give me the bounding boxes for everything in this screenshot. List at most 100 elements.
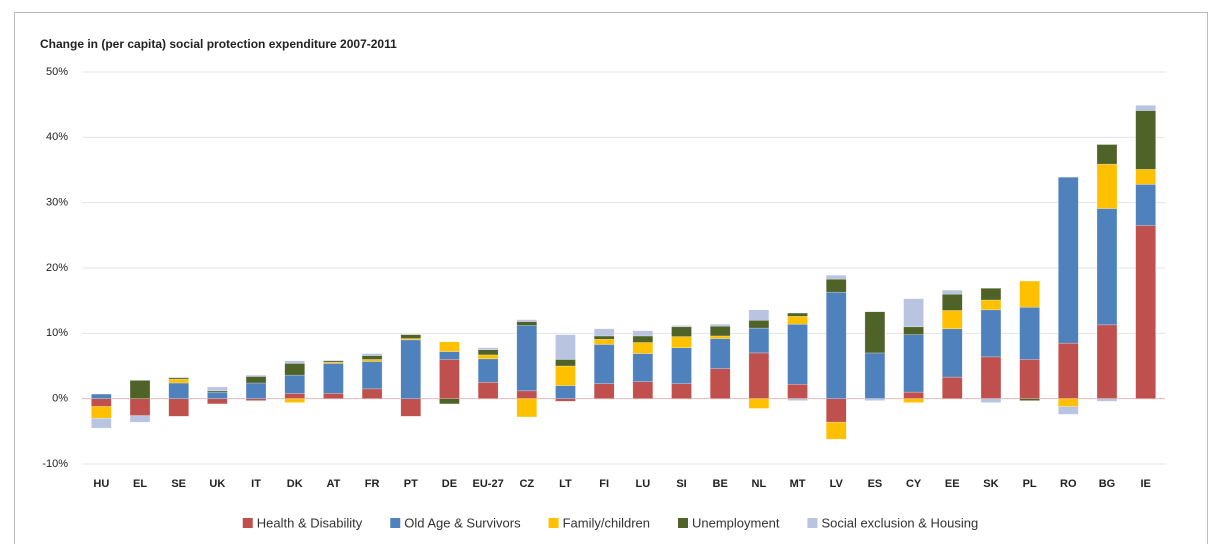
bar-segment: [632, 335, 654, 343]
bar-segment: [516, 321, 538, 326]
x-tick-label: MT: [790, 478, 806, 490]
x-tick-label: EE: [945, 478, 960, 490]
bar-segment: [323, 363, 344, 394]
x-tick-label: LU: [636, 478, 651, 490]
bar-segment: [477, 347, 499, 350]
x-tick-label: NL: [752, 478, 767, 490]
bar-segment: [709, 325, 731, 337]
bar-segment: [1058, 406, 1079, 415]
bar-segment: [323, 359, 344, 362]
bar-segment: [168, 378, 189, 384]
x-tick-label: DE: [442, 478, 457, 490]
bar-segment: [1096, 163, 1118, 209]
bar-segment: [168, 398, 189, 417]
bar-segment: [477, 354, 499, 360]
legend-label: Social exclusion & Housing: [821, 515, 978, 530]
x-tick-label: EU-27: [473, 478, 504, 490]
x-tick-label: UK: [209, 478, 225, 490]
bar-segment: [1135, 110, 1156, 170]
bar-segment: [516, 319, 538, 322]
bar-segment: [245, 376, 267, 384]
bar-segment: [361, 361, 383, 390]
bar-segment: [671, 325, 692, 328]
bar-segment: [284, 360, 305, 364]
bar-segment: [980, 309, 1002, 358]
bar-segment: [632, 342, 654, 354]
bar-segment: [593, 344, 615, 384]
bar-segment: [787, 384, 808, 399]
bar-segment: [129, 415, 151, 423]
bar-segment: [361, 353, 383, 356]
bar-segment: [903, 391, 924, 399]
bar-segment: [787, 398, 808, 401]
bar-segment: [1096, 208, 1118, 326]
bar-segment: [400, 334, 422, 339]
bar-segment: [825, 278, 847, 293]
bar-segment: [671, 336, 692, 348]
x-tick-label: EL: [133, 478, 147, 490]
bar-segment: [1058, 342, 1079, 399]
bar-segment: [864, 398, 886, 401]
x-tick-label: DK: [287, 478, 303, 490]
bar-segment: [1019, 359, 1040, 399]
legend-marker: [548, 518, 559, 528]
bar-segment: [632, 353, 654, 382]
bar-segment: [1135, 184, 1156, 226]
x-tick-label: BG: [1099, 478, 1116, 490]
legend-label: Family/children: [563, 515, 650, 530]
bar-segment: [942, 376, 963, 399]
x-tick-label: ES: [868, 478, 883, 490]
bar-segment: [942, 310, 963, 330]
bar-segment: [903, 298, 924, 328]
bar-segment: [361, 388, 383, 399]
y-tick-label: -10%: [42, 458, 68, 470]
bar-segment: [439, 341, 460, 352]
bar-segment: [903, 326, 924, 335]
bar-segment: [168, 382, 189, 399]
bar-segment: [207, 386, 228, 392]
bar-segment: [400, 398, 422, 417]
bar-segment: [245, 398, 267, 401]
x-tick-label: CY: [906, 478, 922, 490]
bar-segment: [709, 323, 731, 327]
bar-segment: [129, 398, 151, 416]
bar-segment: [748, 320, 770, 329]
x-tick-label: CZ: [519, 478, 534, 490]
bar-segment: [168, 376, 189, 379]
bar-segment: [361, 355, 383, 360]
bar-segment: [555, 365, 576, 386]
x-tick-label: FI: [599, 478, 609, 490]
y-tick-label: 0%: [52, 393, 68, 405]
bar-segment: [245, 374, 267, 377]
bar-segment: [1096, 398, 1118, 402]
bar-segment: [477, 382, 499, 399]
bar-segment: [864, 311, 886, 354]
bar-segment: [787, 323, 808, 385]
bar-segment: [1058, 398, 1079, 407]
bar-segment: [477, 358, 499, 383]
bar-segment: [671, 383, 692, 399]
y-tick-label: 50%: [46, 66, 68, 78]
y-tick-label: 40%: [46, 131, 68, 143]
bar-segment: [439, 359, 460, 399]
bar-segment: [748, 327, 770, 354]
x-tick-label: LT: [559, 478, 572, 490]
bar-segment: [903, 398, 924, 403]
bar-segment: [400, 339, 422, 399]
bar-segment: [632, 381, 654, 399]
x-tick-label: IE: [1140, 478, 1150, 490]
bar-segment: [555, 334, 576, 360]
x-tick-label: SI: [676, 478, 686, 490]
bar-segment: [555, 385, 576, 399]
legend-label: Old Age & Survivors: [404, 515, 521, 530]
legend-marker: [242, 518, 253, 528]
bar-segment: [361, 359, 383, 362]
bar-segment: [439, 351, 460, 360]
legend-marker: [390, 518, 401, 528]
bar-segment: [1096, 144, 1118, 165]
x-tick-label: SK: [983, 478, 998, 490]
bar-segment: [284, 393, 305, 399]
bar-segment: [825, 274, 847, 280]
y-tick-label: 30%: [46, 197, 68, 209]
